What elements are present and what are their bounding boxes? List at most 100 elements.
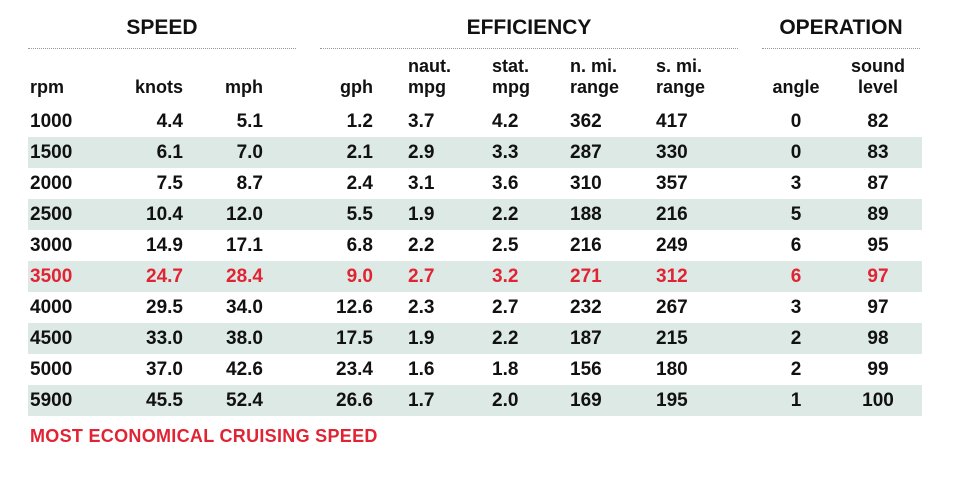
cell-rpm: 1500	[30, 142, 73, 163]
cell-angle: 3	[790, 297, 802, 318]
cell-s-mi-range: 215	[656, 328, 688, 349]
cell-mph: 38.0	[226, 328, 263, 349]
column-header-rpm: rpm	[30, 50, 88, 98]
column-header-gph: gph	[300, 50, 373, 98]
cell-rpm: 4500	[30, 328, 73, 349]
column-header-line: mpg	[408, 77, 446, 97]
cell-mph: 34.0	[226, 297, 263, 318]
column-header-naut-mpg: naut. mpg	[408, 50, 460, 98]
cell-naut-mpg: 2.3	[408, 297, 435, 318]
table-row: 4000 29.5 34.0 12.6 2.3 2.7 232 267 3 97	[28, 292, 922, 323]
cell-sound-level: 89	[867, 204, 889, 225]
cell-n-mi-range: 188	[570, 204, 602, 225]
group-header-efficiency: EFFICIENCY	[320, 16, 738, 49]
column-header-stat-mpg: stat. mpg	[492, 50, 544, 98]
cell-sound-level: 82	[867, 111, 889, 132]
column-header-line: gph	[340, 77, 373, 97]
table-row: 4500 33.0 38.0 17.5 1.9 2.2 187 215 2 98	[28, 323, 922, 354]
cell-angle: 3	[790, 173, 802, 194]
cell-knots: 7.5	[156, 173, 183, 194]
column-header-line: knots	[134, 77, 183, 97]
table-row: 1500 6.1 7.0 2.1 2.9 3.3 287 330 0 83	[28, 137, 922, 168]
cell-mph: 7.0	[236, 142, 263, 163]
column-header-n-mi-range: n. mi. range	[570, 50, 640, 98]
table-row: 5000 37.0 42.6 23.4 1.6 1.8 156 180 2 99	[28, 354, 922, 385]
cell-s-mi-range: 417	[656, 111, 688, 132]
cell-knots: 29.5	[146, 297, 183, 318]
cell-naut-mpg: 1.7	[408, 390, 435, 411]
column-header-line: sound	[851, 56, 905, 76]
cell-n-mi-range: 271	[570, 266, 602, 287]
cell-n-mi-range: 287	[570, 142, 602, 163]
column-header-line: mph	[225, 77, 263, 97]
column-header-line: range	[570, 77, 620, 97]
cell-rpm: 5900	[30, 390, 73, 411]
cell-mph: 12.0	[226, 204, 263, 225]
column-header-line: rpm	[30, 77, 65, 97]
cell-naut-mpg: 2.2	[408, 235, 435, 256]
cell-angle: 0	[790, 142, 802, 163]
column-header-line: s. mi.	[656, 56, 703, 76]
cell-stat-mpg: 3.3	[492, 142, 519, 163]
cell-angle: 1	[790, 390, 802, 411]
table-row: 2000 7.5 8.7 2.4 3.1 3.6 310 357 3 87	[28, 168, 922, 199]
cell-angle: 2	[790, 359, 802, 380]
table-row: 1000 4.4 5.1 1.2 3.7 4.2 362 417 0 82	[28, 106, 922, 137]
cell-n-mi-range: 216	[570, 235, 602, 256]
column-header-line: naut.	[408, 56, 451, 76]
cell-s-mi-range: 249	[656, 235, 688, 256]
column-header-line: n. mi.	[570, 56, 618, 76]
column-header-line: stat.	[492, 56, 530, 76]
cell-mph: 42.6	[226, 359, 263, 380]
cell-knots: 10.4	[146, 204, 183, 225]
cell-angle: 2	[790, 328, 802, 349]
cell-rpm: 2000	[30, 173, 73, 194]
column-header-mph: mph	[200, 50, 263, 98]
cell-sound-level: 100	[862, 390, 894, 411]
cell-mph: 5.1	[236, 111, 263, 132]
cell-stat-mpg: 2.7	[492, 297, 519, 318]
cell-stat-mpg: 2.5	[492, 235, 519, 256]
cell-stat-mpg: 4.2	[492, 111, 519, 132]
cell-angle: 6	[790, 266, 802, 287]
column-header-line: range	[656, 77, 706, 97]
cell-naut-mpg: 2.7	[408, 266, 435, 287]
cell-knots: 4.4	[156, 111, 183, 132]
cell-naut-mpg: 1.6	[408, 359, 435, 380]
table-row: 3000 14.9 17.1 6.8 2.2 2.5 216 249 6 95	[28, 230, 922, 261]
cell-n-mi-range: 187	[570, 328, 602, 349]
cell-knots: 45.5	[146, 390, 183, 411]
cell-rpm: 3500	[30, 266, 73, 287]
cell-gph: 1.2	[346, 111, 373, 132]
cell-mph: 28.4	[226, 266, 263, 287]
cell-rpm: 4000	[30, 297, 73, 318]
cell-angle: 5	[790, 204, 802, 225]
cell-gph: 2.4	[346, 173, 373, 194]
cell-stat-mpg: 2.2	[492, 328, 519, 349]
cell-n-mi-range: 169	[570, 390, 602, 411]
cell-stat-mpg: 1.8	[492, 359, 519, 380]
cell-s-mi-range: 357	[656, 173, 688, 194]
table-row: 2500 10.4 12.0 5.5 1.9 2.2 188 216 5 89	[28, 199, 922, 230]
cell-sound-level: 83	[867, 142, 889, 163]
cell-s-mi-range: 195	[656, 390, 688, 411]
cell-angle: 6	[790, 235, 802, 256]
cell-sound-level: 97	[867, 297, 889, 318]
cell-sound-level: 95	[867, 235, 889, 256]
cell-rpm: 1000	[30, 111, 73, 132]
cell-angle: 0	[790, 111, 802, 132]
group-header-operation: OPERATION	[762, 16, 920, 49]
cell-rpm: 2500	[30, 204, 73, 225]
cell-sound-level: 87	[867, 173, 889, 194]
footnote: MOST ECONOMICAL CRUISING SPEED	[30, 426, 378, 446]
cell-sound-level: 99	[867, 359, 889, 380]
cell-naut-mpg: 3.7	[408, 111, 435, 132]
cell-n-mi-range: 232	[570, 297, 602, 318]
cell-gph: 12.6	[336, 297, 373, 318]
column-header-s-mi-range: s. mi. range	[656, 50, 724, 98]
cell-n-mi-range: 362	[570, 111, 602, 132]
cell-mph: 8.7	[236, 173, 263, 194]
cell-naut-mpg: 2.9	[408, 142, 435, 163]
cell-s-mi-range: 180	[656, 359, 688, 380]
cell-knots: 24.7	[146, 266, 183, 287]
